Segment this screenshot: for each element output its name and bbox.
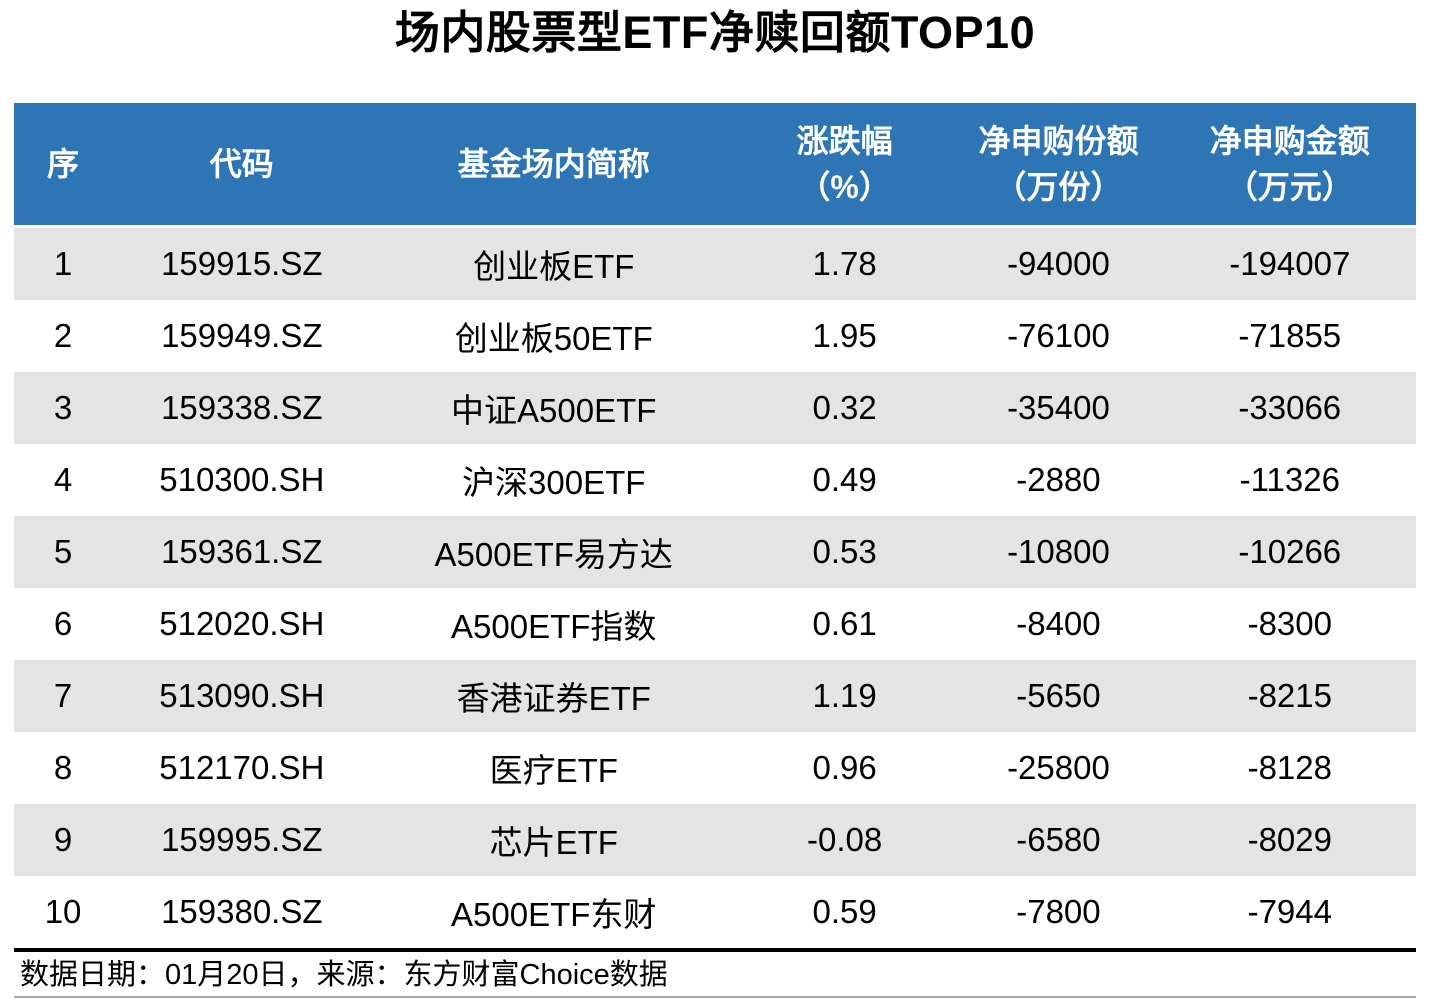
- table-row: 4 510300.SH 沪深300ETF 0.49 -2880 -11326: [14, 444, 1416, 516]
- cell-rank: 2: [14, 300, 113, 372]
- col-header-code-label: 代码: [209, 146, 274, 182]
- table-row: 2 159949.SZ 创业板50ETF 1.95 -76100 -71855: [14, 300, 1416, 372]
- cell-net-shares: -25800: [953, 732, 1164, 804]
- table-row: 7 513090.SH 香港证券ETF 1.19 -5650 -8215: [14, 660, 1416, 732]
- col-header-net-amount-label: 净申购金额: [1209, 123, 1370, 159]
- cell-fund-name: A500ETF易方达: [371, 516, 736, 588]
- cell-fund-name: 医疗ETF: [371, 732, 736, 804]
- table-row: 1 159915.SZ 创业板ETF 1.78 -94000 -194007: [14, 226, 1416, 300]
- etf-table: 序 代码 基金场内简称 涨跌幅 （%） 净申购份额 （万份） 净申购金额 （万元） 1…: [14, 103, 1416, 948]
- cell-rank: 6: [14, 588, 113, 660]
- cell-rank: 3: [14, 372, 113, 444]
- col-header-change-pct: 涨跌幅 （%）: [736, 103, 954, 228]
- cell-code: 159380.SZ: [112, 876, 372, 948]
- header-row: 序 代码 基金场内简称 涨跌幅 （%） 净申购份额 （万份） 净申购金额 （万元）: [14, 103, 1416, 228]
- cell-rank: 10: [14, 876, 113, 948]
- cell-net-amount: -10266: [1163, 516, 1416, 588]
- col-header-net-shares-unit: （万份）: [994, 169, 1123, 205]
- cell-change-pct: 0.61: [736, 588, 954, 660]
- col-header-change-pct-unit: （%）: [798, 169, 891, 205]
- col-header-fund-name: 基金场内简称: [371, 103, 736, 228]
- col-header-net-amount-unit: （万元）: [1225, 169, 1354, 205]
- cell-fund-name: A500ETF指数: [371, 588, 736, 660]
- page-title: 场内股票型ETF净赎回额TOP10: [394, 7, 1036, 58]
- col-header-net-amount: 净申购金额 （万元）: [1163, 103, 1416, 228]
- cell-code: 159361.SZ: [112, 516, 372, 588]
- col-header-rank: 序: [14, 103, 113, 228]
- cell-net-shares: -10800: [953, 516, 1164, 588]
- cell-fund-name: 芯片ETF: [371, 804, 736, 876]
- cell-rank: 9: [14, 804, 113, 876]
- cell-change-pct: -0.08: [736, 804, 954, 876]
- col-header-code: 代码: [112, 103, 372, 228]
- cell-code: 159995.SZ: [112, 804, 372, 876]
- cell-code: 513090.SH: [112, 660, 372, 732]
- col-header-fund-name-label: 基金场内简称: [457, 146, 650, 182]
- cell-net-shares: -6580: [953, 804, 1164, 876]
- cell-code: 159338.SZ: [112, 372, 372, 444]
- table-row: 6 512020.SH A500ETF指数 0.61 -8400 -8300: [14, 588, 1416, 660]
- cell-change-pct: 1.19: [736, 660, 954, 732]
- table-row: 9 159995.SZ 芯片ETF -0.08 -6580 -8029: [14, 804, 1416, 876]
- cell-net-amount: -71855: [1163, 300, 1416, 372]
- cell-net-shares: -8400: [953, 588, 1164, 660]
- cell-rank: 1: [14, 226, 113, 300]
- cell-change-pct: 1.78: [736, 226, 954, 300]
- footnote-bottom-rule: [14, 996, 1416, 998]
- cell-net-shares: -94000: [953, 226, 1164, 300]
- col-header-rank-label: 序: [47, 146, 80, 182]
- cell-code: 159949.SZ: [112, 300, 372, 372]
- cell-net-shares: -5650: [953, 660, 1164, 732]
- col-header-change-pct-label: 涨跌幅: [796, 123, 893, 159]
- cell-code: 512170.SH: [112, 732, 372, 804]
- cell-change-pct: 0.53: [736, 516, 954, 588]
- cell-rank: 4: [14, 444, 113, 516]
- cell-change-pct: 0.96: [736, 732, 954, 804]
- table-bottom-rule: [14, 948, 1416, 952]
- cell-fund-name: 中证A500ETF: [371, 372, 736, 444]
- table-row: 10 159380.SZ A500ETF东财 0.59 -7800 -7944: [14, 876, 1416, 948]
- cell-code: 510300.SH: [112, 444, 372, 516]
- cell-net-amount: -194007: [1163, 226, 1416, 300]
- cell-net-shares: -76100: [953, 300, 1164, 372]
- cell-fund-name: 香港证券ETF: [371, 660, 736, 732]
- cell-fund-name: 创业板50ETF: [371, 300, 736, 372]
- cell-fund-name: 创业板ETF: [371, 226, 736, 300]
- cell-change-pct: 0.32: [736, 372, 954, 444]
- cell-change-pct: 0.59: [736, 876, 954, 948]
- cell-rank: 5: [14, 516, 113, 588]
- cell-net-amount: -33066: [1163, 372, 1416, 444]
- cell-net-amount: -8215: [1163, 660, 1416, 732]
- cell-rank: 7: [14, 660, 113, 732]
- table-row: 3 159338.SZ 中证A500ETF 0.32 -35400 -33066: [14, 372, 1416, 444]
- cell-code: 512020.SH: [112, 588, 372, 660]
- cell-net-amount: -8128: [1163, 732, 1416, 804]
- col-header-net-shares: 净申购份额 （万份）: [953, 103, 1164, 228]
- cell-net-shares: -7800: [953, 876, 1164, 948]
- table-row: 8 512170.SH 医疗ETF 0.96 -25800 -8128: [14, 732, 1416, 804]
- cell-net-amount: -8300: [1163, 588, 1416, 660]
- cell-code: 159915.SZ: [112, 226, 372, 300]
- cell-net-shares: -35400: [953, 372, 1164, 444]
- cell-fund-name: 沪深300ETF: [371, 444, 736, 516]
- cell-net-amount: -8029: [1163, 804, 1416, 876]
- cell-net-amount: -11326: [1163, 444, 1416, 516]
- cell-change-pct: 1.95: [736, 300, 954, 372]
- cell-rank: 8: [14, 732, 113, 804]
- cell-fund-name: A500ETF东财: [371, 876, 736, 948]
- col-header-net-shares-label: 净申购份额: [978, 123, 1139, 159]
- data-source-note: 数据日期：01月20日，来源：东方财富Choice数据: [20, 959, 668, 991]
- cell-net-shares: -2880: [953, 444, 1164, 516]
- cell-change-pct: 0.49: [736, 444, 954, 516]
- table-row: 5 159361.SZ A500ETF易方达 0.53 -10800 -1026…: [14, 516, 1416, 588]
- cell-net-amount: -7944: [1163, 876, 1416, 948]
